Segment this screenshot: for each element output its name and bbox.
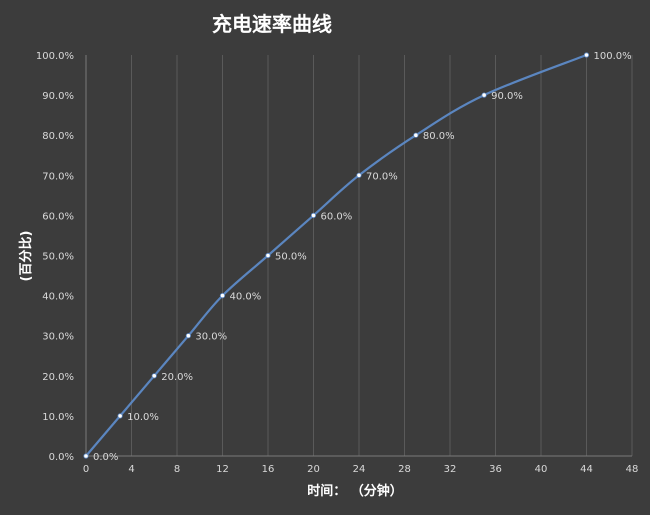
data-label: 0.0% [93, 452, 118, 463]
data-label: 20.0% [161, 372, 193, 383]
y-tick-label: 0.0% [49, 452, 74, 463]
y-tick-label: 40.0% [42, 292, 74, 303]
x-tick-label: 24 [353, 464, 366, 475]
data-label: 100.0% [594, 51, 632, 62]
data-point [117, 413, 123, 419]
x-tick-label: 0 [83, 464, 89, 475]
series-line [85, 53, 587, 457]
data-point [219, 292, 226, 299]
data-point [83, 453, 89, 459]
data-point [583, 52, 590, 58]
data-label: 80.0% [423, 131, 455, 142]
x-tick-label: 36 [489, 464, 502, 475]
series-layer [83, 52, 590, 459]
x-tick-label: 28 [398, 464, 411, 475]
y-tick-label: 20.0% [42, 372, 74, 383]
x-tick-label: 4 [128, 464, 134, 475]
data-point [481, 92, 487, 98]
y-tick-label: 100.0% [36, 51, 74, 62]
data-label: 60.0% [321, 211, 353, 222]
y-tick-label: 30.0% [42, 332, 74, 343]
grid-layer [131, 55, 633, 456]
x-tick-label: 16 [262, 464, 275, 475]
data-label: 10.0% [127, 412, 159, 423]
x-tick-label: 40 [535, 464, 548, 475]
y-tick-label: 50.0% [42, 252, 74, 263]
x-axis-title: 时间： （分钟） [307, 483, 403, 499]
y-tick-label: 70.0% [42, 171, 74, 182]
y-tick-label: 90.0% [42, 91, 74, 102]
x-tick-label: 12 [216, 464, 229, 475]
data-point [151, 373, 157, 379]
data-point [413, 132, 419, 138]
axis-layer [85, 55, 632, 457]
x-tick-label: 44 [580, 464, 593, 475]
data-point [356, 172, 362, 178]
data-label: 50.0% [275, 252, 307, 263]
data-label: 30.0% [195, 332, 227, 343]
data-label: 70.0% [366, 171, 398, 182]
y-tick-label: 10.0% [42, 412, 74, 423]
x-tick-label: 8 [174, 464, 180, 475]
y-axis-title: (百分比) [18, 231, 34, 282]
data-label: 90.0% [491, 91, 523, 102]
data-point [265, 252, 271, 259]
data-point [310, 212, 317, 218]
x-tick-label: 32 [444, 464, 457, 475]
x-tick-labels: 0 4 8 12 16 20 24 28 32 36 40 44 48 [83, 464, 639, 475]
x-tick-label: 20 [307, 464, 320, 475]
data-label: 40.0% [230, 292, 262, 303]
data-point [185, 333, 191, 339]
y-tick-labels: 0.0% 10.0% 20.0% 30.0% 40.0% 50.0% 60.0% 70.0% 8… [36, 51, 74, 463]
data-labels: 0.0% 10.0% 20.0% 30.0% 40.0% 50.0% 60.0% 70.0% 8… [93, 51, 632, 463]
y-tick-label: 80.0% [42, 131, 74, 142]
y-tick-label: 60.0% [42, 211, 74, 222]
chart-title: 充电速率曲线 [212, 12, 332, 36]
x-tick-label: 48 [626, 464, 639, 475]
